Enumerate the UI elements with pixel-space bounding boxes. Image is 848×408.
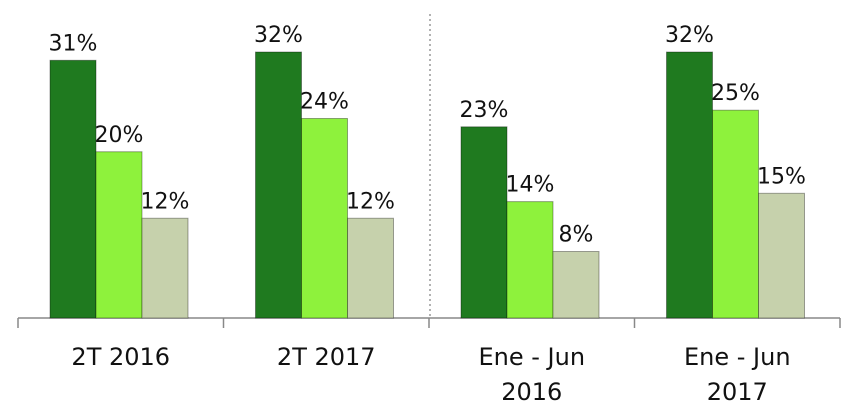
data-label: 15% bbox=[757, 164, 806, 189]
bar bbox=[712, 109, 759, 319]
data-label: 20% bbox=[95, 123, 144, 148]
data-label: 31% bbox=[49, 31, 98, 56]
data-label: 12% bbox=[346, 189, 395, 214]
bar bbox=[49, 59, 97, 319]
bar bbox=[552, 251, 600, 319]
x-tick-label: Ene - Jun 2017 bbox=[683, 343, 791, 406]
x-tick-label: 2T 2017 bbox=[276, 343, 376, 371]
bar bbox=[460, 126, 508, 319]
bar bbox=[506, 201, 554, 319]
data-label: 23% bbox=[460, 98, 509, 123]
data-label: 25% bbox=[711, 81, 760, 106]
x-tick-label: 2T 2016 bbox=[71, 343, 171, 371]
bar bbox=[347, 217, 394, 319]
bar bbox=[255, 51, 302, 319]
data-label: 14% bbox=[506, 173, 555, 198]
x-tick-label: Ene - Jun 2016 bbox=[478, 343, 586, 406]
bar bbox=[141, 217, 189, 319]
bar bbox=[301, 118, 348, 319]
bar bbox=[666, 51, 713, 319]
data-label: 8% bbox=[559, 223, 594, 248]
bar bbox=[758, 192, 805, 319]
data-label: 32% bbox=[665, 23, 714, 48]
bar bbox=[95, 151, 143, 319]
data-label: 32% bbox=[254, 23, 303, 48]
data-label: 24% bbox=[300, 90, 349, 115]
data-label: 12% bbox=[141, 189, 190, 214]
